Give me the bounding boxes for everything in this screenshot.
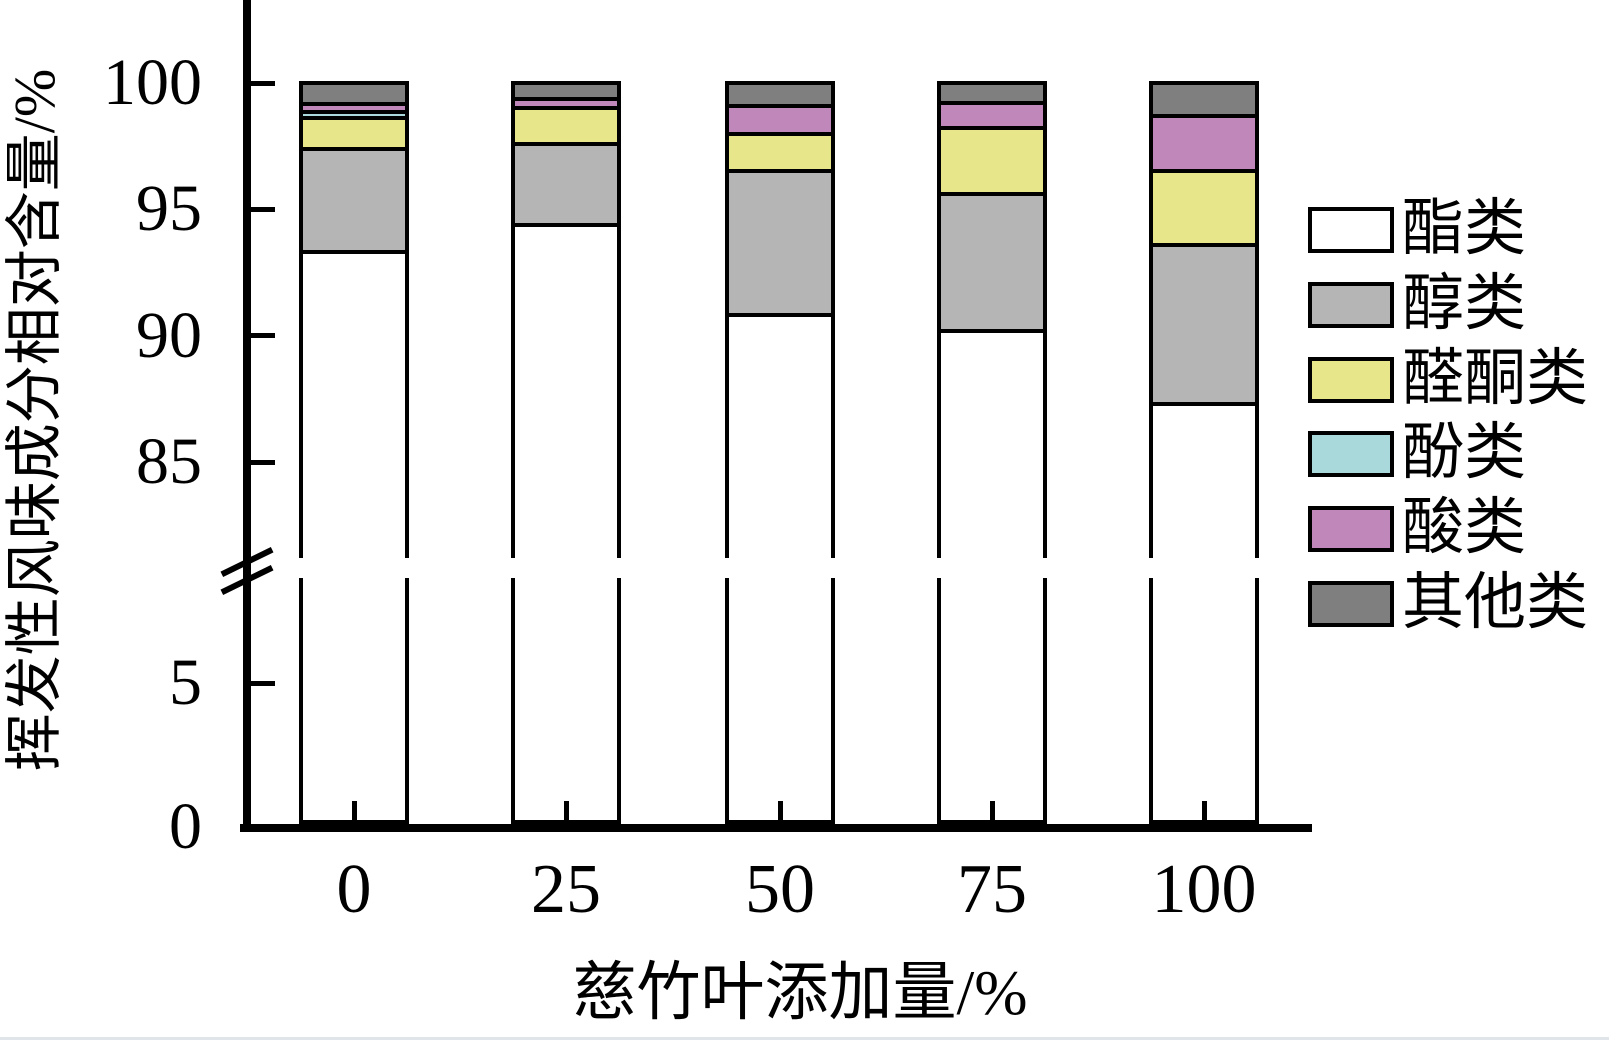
- x-tick: [989, 801, 995, 824]
- bar-segment-醛酮类: [511, 108, 621, 144]
- legend-swatch-醛酮类: [1308, 356, 1394, 403]
- segment-border: [299, 102, 409, 107]
- legend-swatch-其他类: [1308, 581, 1394, 627]
- bar-segment-醇类: [937, 194, 1047, 331]
- y-tick-label: 85: [136, 425, 202, 499]
- bar-segment-醛酮类: [299, 118, 409, 149]
- segment-border: [299, 110, 409, 115]
- legend-label: 酸类: [1402, 494, 1527, 563]
- y-axis-title: 挥发性风味成分相对含量/%: [2, 68, 67, 772]
- x-tick-label: 0: [336, 851, 372, 928]
- bar-segment-酯类: [1149, 403, 1259, 824]
- segment-border: [725, 169, 835, 174]
- legend-label: 醛酮类: [1402, 344, 1589, 413]
- legend-swatch-醇类: [1308, 281, 1394, 328]
- axis-break-gap: [258, 558, 1286, 578]
- y-tick-label: 5: [169, 646, 202, 719]
- y-tick: [251, 333, 275, 339]
- legend-label: 其他类: [1402, 569, 1589, 637]
- x-tick: [1201, 801, 1207, 824]
- bar-segment-醇类: [299, 148, 409, 253]
- segment-border: [937, 192, 1047, 197]
- legend-label: 醇类: [1402, 269, 1527, 338]
- bar-segment-醇类: [1149, 244, 1259, 404]
- segment-border: [511, 141, 621, 146]
- segment-border: [511, 97, 621, 102]
- legend-swatch-酚类: [1308, 431, 1394, 478]
- y-tick: [251, 206, 275, 212]
- bar-segment-酯类: [299, 252, 409, 824]
- bar-segment-醇类: [511, 143, 621, 225]
- y-tick: [251, 824, 275, 830]
- y-tick: [251, 80, 275, 86]
- bar-outline: [511, 81, 621, 824]
- segment-border: [937, 328, 1047, 333]
- segment-border: [937, 101, 1047, 106]
- x-tick: [563, 801, 569, 824]
- bar-segment-酸类: [725, 105, 835, 134]
- y-axis-line: [243, 0, 251, 832]
- y-tick-label: 100: [103, 46, 202, 119]
- bar-segment-酸类: [511, 99, 621, 109]
- segment-border: [725, 131, 835, 136]
- legend-swatch-酯类: [1308, 207, 1394, 253]
- segment-border: [937, 126, 1047, 131]
- segment-border: [1149, 242, 1259, 247]
- bar-segment-其他类: [511, 83, 621, 100]
- bar-outline: [1149, 81, 1259, 824]
- x-tick-label: 50: [745, 851, 815, 928]
- y-tick: [251, 459, 275, 465]
- bar-segment-醛酮类: [937, 128, 1047, 195]
- bar-segment-酸类: [1149, 115, 1259, 172]
- bar-segment-其他类: [937, 83, 1047, 104]
- legend-label: 酚类: [1402, 419, 1527, 488]
- x-tick-label: 75: [957, 851, 1027, 928]
- segment-border: [299, 250, 409, 255]
- bar-segment-醛酮类: [1149, 171, 1259, 245]
- segment-border: [299, 116, 409, 121]
- segment-border: [725, 103, 835, 108]
- bar-segment-其他类: [725, 83, 835, 106]
- legend-swatch-酸类: [1308, 506, 1394, 553]
- y-tick-label: 0: [169, 790, 202, 863]
- bar-segment-酸类: [937, 103, 1047, 129]
- bar-segment-醇类: [725, 171, 835, 316]
- bar-segment-醛酮类: [725, 133, 835, 172]
- x-tick: [351, 801, 357, 824]
- bar-outline: [299, 81, 409, 824]
- y-tick: [251, 680, 275, 686]
- bar-outline: [725, 81, 835, 824]
- x-axis-title: 慈竹叶添加量/%: [572, 957, 1028, 1028]
- bar-outline: [937, 81, 1047, 824]
- bar-segment-其他类: [1149, 83, 1259, 116]
- segment-border: [1149, 169, 1259, 174]
- x-axis-line: [240, 824, 1312, 832]
- bar-segment-酸类: [299, 104, 409, 113]
- legend-label: 酯类: [1402, 195, 1527, 263]
- x-tick: [777, 801, 783, 824]
- segment-border: [1149, 401, 1259, 406]
- segment-border: [511, 222, 621, 227]
- bar-segment-酯类: [511, 224, 621, 824]
- image-bottom-edge: [0, 1037, 1609, 1040]
- x-tick-label: 100: [1151, 851, 1257, 928]
- bar-segment-酚类: [299, 112, 409, 119]
- x-tick-label: 25: [531, 851, 601, 928]
- segment-border: [1149, 113, 1259, 118]
- y-tick-label: 90: [136, 298, 202, 372]
- segment-border: [299, 146, 409, 151]
- bar-segment-其他类: [299, 83, 409, 105]
- segment-border: [725, 313, 835, 318]
- y-tick-label: 95: [136, 172, 202, 246]
- segment-border: [511, 106, 621, 111]
